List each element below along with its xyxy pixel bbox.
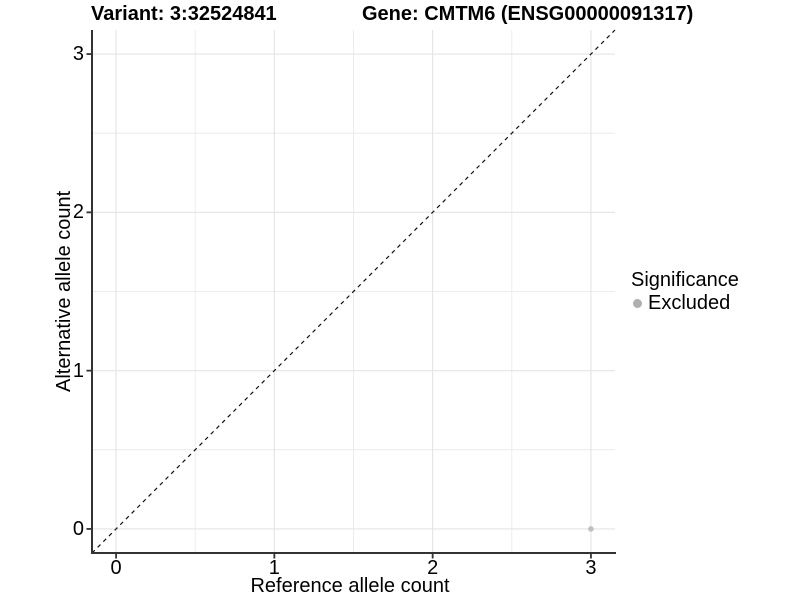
- data-point: [588, 526, 594, 532]
- y-axis-title: Alternative allele count: [53, 190, 75, 393]
- y-tick-label: 2: [72, 201, 84, 224]
- y-tick-label: 3: [72, 43, 84, 66]
- x-tick-label: 3: [585, 557, 597, 579]
- gene-title: Gene: CMTM6 (ENSG00000091317): [362, 3, 694, 25]
- variant-title: Variant: 3:32524841: [91, 3, 277, 25]
- legend-item-label: Excluded: [648, 292, 731, 314]
- x-tick-label: 1: [268, 557, 280, 579]
- legend: Significance Excluded: [631, 270, 739, 315]
- legend-point-icon: [633, 298, 642, 308]
- y-tick-label: 1: [72, 359, 84, 382]
- y-tick-label: 0: [72, 517, 84, 540]
- legend-title: Significance: [631, 269, 739, 291]
- identity-line: [91, 29, 616, 554]
- x-tick-label: 0: [110, 557, 122, 579]
- legend-item: Excluded: [631, 291, 739, 315]
- legend-items: Excluded: [631, 291, 739, 315]
- x-axis-title: Reference allele count: [250, 575, 450, 597]
- x-tick-label: 2: [427, 557, 439, 579]
